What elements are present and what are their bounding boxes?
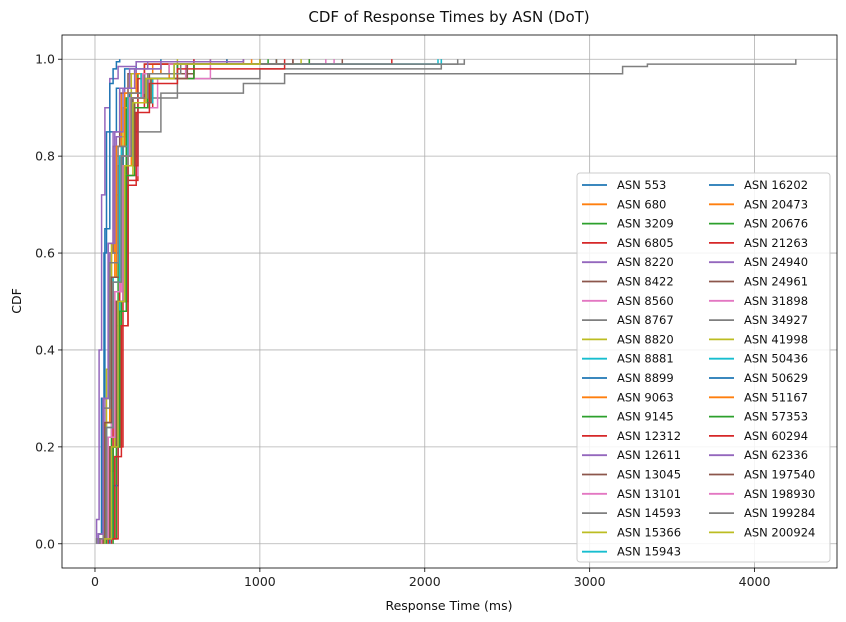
legend: ASN 553 ASN 680 ASN 3209 ASN 6805 ASN 8220 AS… <box>576 172 831 563</box>
legend-label: ASN 8560 <box>617 294 674 308</box>
x-axis-label: Response Time (ms) <box>385 598 512 613</box>
x-tick-label: 0 <box>91 574 99 589</box>
series-line <box>95 59 195 544</box>
legend-label: ASN 12611 <box>617 448 681 462</box>
legend-label: ASN 553 <box>617 178 666 192</box>
legend-label: ASN 21263 <box>744 236 808 250</box>
legend-label: ASN 8767 <box>617 313 674 327</box>
series-line <box>97 59 212 544</box>
legend-box <box>576 172 831 563</box>
y-tick-label: 1.0 <box>35 52 55 67</box>
legend-label: ASN 8422 <box>617 275 674 289</box>
y-tick-label: 0.8 <box>35 149 55 164</box>
legend-label: ASN 24940 <box>744 255 808 269</box>
chart-title: CDF of Response Times by ASN (DoT) <box>308 8 589 26</box>
series-line <box>104 59 261 544</box>
legend-label: ASN 15366 <box>617 525 681 539</box>
legend-label: ASN 199284 <box>744 506 815 520</box>
y-tick-label: 0.2 <box>35 439 55 454</box>
legend-label: ASN 8899 <box>617 371 674 385</box>
legend-label: ASN 41998 <box>744 332 808 346</box>
series-line <box>97 59 121 544</box>
legend-label: ASN 14593 <box>617 506 681 520</box>
legend-label: ASN 50629 <box>744 371 808 385</box>
legend-label: ASN 50436 <box>744 352 808 366</box>
legend-label: ASN 12312 <box>617 429 681 443</box>
legend-label: ASN 20676 <box>744 217 808 231</box>
series-lines <box>95 59 797 544</box>
axes-border <box>61 34 838 569</box>
legend-label: ASN 31898 <box>744 294 808 308</box>
x-tick-label: 4000 <box>739 574 771 589</box>
legend-label: ASN 3209 <box>617 217 674 231</box>
y-tick-label: 0.0 <box>35 536 55 551</box>
y-axis-label: CDF <box>9 288 24 314</box>
legend-label: ASN 15943 <box>617 545 681 559</box>
axes-frame <box>61 34 838 569</box>
legend-label: ASN 20473 <box>744 197 808 211</box>
legend-label: ASN 200924 <box>744 525 815 539</box>
legend-label: ASN 198930 <box>744 487 815 501</box>
legend-label: ASN 57353 <box>744 410 808 424</box>
x-tick-label: 1000 <box>244 574 276 589</box>
legend-label: ASN 9145 <box>617 410 674 424</box>
legend-label: ASN 8220 <box>617 255 674 269</box>
legend-label: ASN 16202 <box>744 178 808 192</box>
legend-label: ASN 8881 <box>617 352 674 366</box>
y-tick-label: 0.4 <box>35 342 55 357</box>
y-tick-label: 0.6 <box>35 246 55 261</box>
tick-labels: 0 1000 2000 3000 4000 0.0 0.2 0.4 0.6 0.8 1.0 <box>35 52 770 589</box>
legend-label: ASN 8820 <box>617 332 674 346</box>
legend-label: ASN 9063 <box>617 390 674 404</box>
legend-label: ASN 13045 <box>617 468 681 482</box>
legend-label: ASN 60294 <box>744 429 808 443</box>
series-line <box>99 59 459 544</box>
legend-label: ASN 13101 <box>617 487 681 501</box>
legend-label: ASN 197540 <box>744 468 815 482</box>
legend-label: ASN 62336 <box>744 448 808 462</box>
x-tick-label: 2000 <box>409 574 441 589</box>
legend-label: ASN 6805 <box>617 236 674 250</box>
legend-label: ASN 680 <box>617 197 666 211</box>
x-tick-label: 3000 <box>574 574 606 589</box>
legend-label: ASN 51167 <box>744 390 808 404</box>
legend-label: ASN 24961 <box>744 275 808 289</box>
series-line <box>107 59 286 544</box>
legend-label: ASN 34927 <box>744 313 808 327</box>
